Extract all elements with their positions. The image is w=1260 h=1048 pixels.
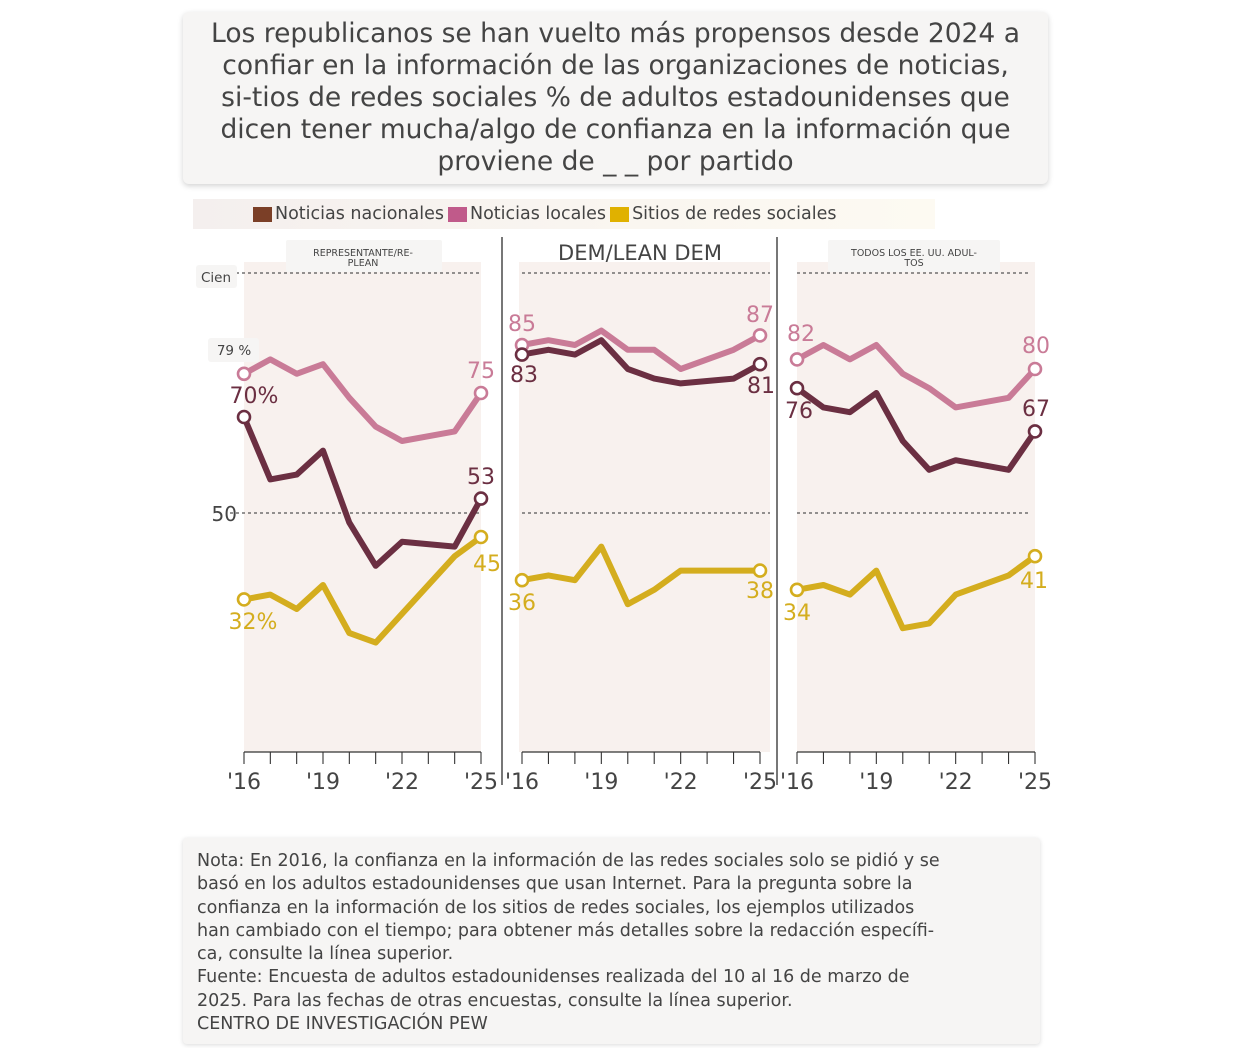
data-label-social: 32% [229, 610, 278, 635]
series-line-social [241, 534, 484, 646]
note-line: Nota: En 2016, la confianza en la inform… [197, 851, 940, 871]
data-point-local [473, 385, 489, 401]
data-label-local: 87 [746, 303, 774, 328]
x-tick-label: '22 [664, 770, 698, 795]
series-line-national [519, 337, 763, 387]
x-tick-label: '25 [1018, 770, 1052, 795]
series-line-social [519, 543, 763, 608]
data-point-local [236, 366, 252, 382]
note-line: ca, consulte la línea superior. [197, 944, 454, 965]
legend-label-national: Noticias nacionales [275, 204, 444, 224]
data-point-social [473, 529, 489, 545]
data-point-local [1027, 361, 1043, 377]
x-tick-label: '16 [780, 770, 814, 795]
data-point-social [789, 582, 805, 598]
legend-item-social: Sitios de redes sociales [610, 204, 837, 224]
x-tick-label: '22 [939, 770, 973, 795]
chart-title-card: Los republicanos se han vuelto más prope… [183, 12, 1048, 184]
data-point-national [473, 491, 489, 506]
data-point-local [752, 328, 768, 343]
data-point-national [1027, 424, 1043, 439]
y-axis-label-50: 50 [212, 502, 237, 526]
data-label-social: 45 [473, 552, 501, 577]
credit-line: CENTRO DE INVESTIGACIÓN PEW [197, 1014, 488, 1035]
series-line-national [241, 414, 484, 569]
panel-header: REPRESENTANTE/RE- [313, 248, 413, 259]
x-tick-label: '25 [743, 770, 777, 795]
legend-swatch-national [253, 206, 272, 222]
data-point-national [236, 409, 252, 425]
chart-title: Los republicanos se han vuelto más prope… [211, 18, 1020, 177]
panel-header: DEM/LEAN DEM [558, 241, 722, 265]
data-label-national: 53 [467, 465, 495, 490]
y-axis-label-100: Cien [201, 270, 231, 286]
data-label-social: 41 [1020, 569, 1048, 594]
source-line: Fuente: Encuesta de adultos estadouniden… [197, 967, 910, 988]
x-tick-label: '19 [859, 770, 893, 795]
data-label-national: 70% [230, 384, 279, 409]
x-tick-label: '25 [464, 770, 498, 795]
x-tick-label: '16 [227, 770, 261, 795]
data-label-local: 75 [467, 359, 495, 384]
panel-background [519, 262, 770, 752]
data-label-local: 80 [1022, 334, 1050, 359]
chart-panel-1: '16 '19 '22 '25 REPRESENTANTE/RE-PLEAN 75 70% 5… [227, 240, 501, 795]
panel-header-box [286, 240, 442, 272]
data-label-national: 76 [785, 399, 813, 424]
legend-swatch-local [447, 206, 467, 222]
note-line: han cambiado con el tiempo; para obtener… [197, 920, 935, 941]
x-tick-label: '19 [584, 770, 618, 795]
axis-label-box [196, 265, 237, 288]
x-tick-label: '22 [385, 770, 419, 795]
data-label-national: 81 [747, 374, 775, 399]
note-line: confianza en la información de los sitio… [197, 897, 915, 918]
data-point-social [752, 563, 768, 578]
series-line-local [794, 342, 1038, 411]
legend-swatch-social [610, 206, 630, 222]
source-line: 2025. Para las fechas de otras encuestas… [197, 990, 793, 1011]
x-tick-label: '19 [306, 770, 340, 795]
data-label-social: 34 [783, 601, 811, 626]
chart-panel-2: '16 '19 '22 '25 DEM/LEAN DEM 85 87 83 81 36 38 [505, 241, 777, 795]
data-label-social: 36 [508, 591, 536, 616]
data-point-social [1027, 548, 1043, 564]
data-label-local: 82 [787, 322, 815, 347]
series-line-social [794, 553, 1038, 632]
legend-label-social: Sitios de redes sociales [632, 204, 837, 224]
data-label-national: 67 [1022, 397, 1050, 422]
data-label-local: 85 [508, 312, 536, 337]
note-line: basó en los adultos estadounidenses que … [197, 874, 913, 895]
data-label-local-start: 79 % [217, 343, 251, 359]
legend-item-local: Noticias locales [447, 204, 607, 224]
data-point-national [514, 347, 530, 362]
legend-item-national: Noticias nacionales [253, 204, 444, 224]
data-point-social [236, 592, 252, 607]
panel-header: TOS [903, 258, 923, 269]
data-label-social: 38 [746, 579, 774, 604]
series-line-local [519, 327, 763, 372]
data-label-national: 83 [510, 363, 538, 388]
data-point-national [789, 380, 805, 396]
data-point-social [514, 572, 530, 588]
x-tick-label: '16 [505, 770, 539, 795]
start-label-box [208, 338, 259, 362]
legend-label-local: Noticias locales [469, 204, 607, 224]
panel-background [244, 262, 481, 752]
data-point-local [789, 352, 805, 367]
series-line-local [241, 356, 484, 444]
panel-background [797, 262, 1035, 752]
data-point-national [752, 356, 768, 372]
panel-header: TODOS LOS EE. UU. ADUL- [850, 248, 977, 259]
panel-header: PLEAN [348, 258, 379, 269]
series-line-national [794, 385, 1038, 473]
chart-panel-3: '16 '19 '22 '25 TODOS LOS EE. UU. ADUL-TOS 82… [780, 240, 1052, 795]
legend: Noticias nacionales Noticias locales Sit… [193, 199, 935, 229]
note-card: Nota: En 2016, la confianza en la inform… [183, 838, 1040, 1044]
panel-header-box [828, 240, 1000, 272]
